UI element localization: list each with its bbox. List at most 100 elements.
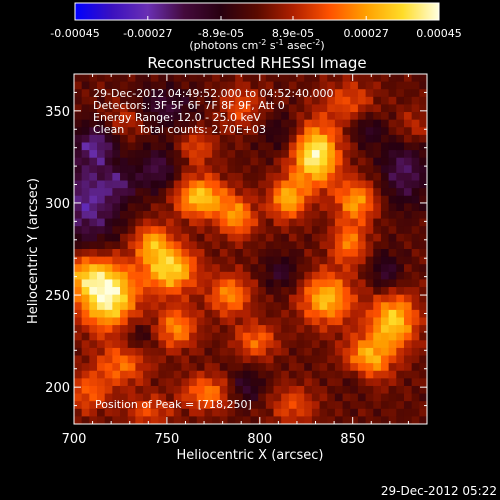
heatmap-cell (365, 279, 374, 288)
heatmap-cell (166, 309, 175, 319)
heatmap-cell (388, 226, 397, 235)
heatmap-cell (396, 363, 405, 372)
heatmap-cell (196, 203, 206, 212)
colorbar-tick-label: 8.9e-05 (272, 27, 314, 40)
heatmap-cell (89, 96, 98, 106)
heatmap-cell (365, 119, 374, 128)
heatmap-cell (74, 81, 83, 90)
heatmap-cell (212, 165, 221, 174)
heatmap-cell (189, 385, 198, 395)
heatmap-cell (265, 142, 275, 151)
heatmap-cell (150, 89, 160, 98)
heatmap-cell (166, 172, 175, 182)
heatmap-cell (327, 279, 336, 288)
heatmap-cell (227, 226, 236, 235)
heatmap-cell (89, 74, 98, 83)
heatmap-cell (143, 370, 152, 379)
heatmap-cell (81, 401, 90, 410)
heatmap-cell (396, 378, 405, 387)
heatmap-cell (419, 218, 427, 227)
heatmap-cell (196, 363, 206, 372)
heatmap-cell (74, 233, 83, 242)
heatmap-cell (288, 401, 298, 410)
heatmap-cell (189, 195, 198, 204)
heatmap-cell (150, 218, 160, 227)
heatmap-cell (219, 165, 229, 174)
heatmap-cell (242, 119, 252, 128)
heatmap-cell (250, 408, 259, 417)
heatmap-cell (173, 218, 183, 227)
heatmap-cell (388, 96, 397, 106)
heatmap-cell (166, 89, 175, 98)
heatmap-cell (196, 119, 206, 128)
heatmap-cell (388, 134, 397, 144)
heatmap-cell (411, 150, 420, 159)
heatmap-cell (189, 393, 198, 402)
heatmap-cell (258, 401, 267, 410)
heatmap-cell (89, 134, 98, 144)
heatmap-cell (388, 363, 397, 372)
heatmap-cell (150, 226, 160, 235)
heatmap-cell (112, 401, 121, 410)
heatmap-cell (166, 134, 175, 144)
heatmap-cell (166, 104, 175, 113)
heatmap-cell (112, 210, 121, 220)
heatmap-cell (112, 378, 121, 387)
heatmap-cell (296, 165, 305, 174)
heatmap-cell (158, 89, 167, 98)
heatmap-cell (166, 294, 175, 303)
heatmap-cell (357, 127, 367, 136)
heatmap-cell (112, 294, 121, 303)
heatmap-cell (166, 408, 175, 417)
heatmap-cell (411, 81, 420, 90)
heatmap-cell (150, 203, 160, 212)
heatmap-cell (74, 294, 83, 303)
heatmap-cell (304, 127, 313, 136)
heatmap-cell (250, 233, 259, 242)
heatmap-cell (334, 142, 344, 151)
heatmap-cell (296, 188, 305, 197)
heatmap-cell (311, 195, 321, 204)
heatmap-cell (258, 264, 267, 273)
heatmap-cell (74, 226, 83, 235)
heatmap-cell (403, 317, 413, 326)
heatmap-cell (235, 370, 244, 379)
heatmap-cell (334, 408, 344, 417)
heatmap-cell (350, 294, 359, 303)
heatmap-cell (380, 180, 390, 189)
heatmap-cell (158, 180, 167, 189)
heatmap-cell (227, 271, 236, 281)
heatmap-cell (419, 195, 427, 204)
heatmap-cell (419, 165, 427, 174)
heatmap-cell (281, 309, 290, 319)
heatmap-cell (273, 119, 282, 128)
heatmap-cell (411, 218, 420, 227)
heatmap-cell (135, 385, 144, 395)
heatmap-cell (189, 134, 198, 144)
heatmap-cell (327, 393, 336, 402)
heatmap-cell (273, 142, 282, 151)
heatmap-cell (334, 271, 344, 281)
heatmap-cell (196, 96, 206, 106)
heatmap-cell (219, 408, 229, 417)
heatmap-cell (388, 188, 397, 197)
heatmap-cell (104, 317, 113, 326)
heatmap-cell (357, 96, 367, 106)
heatmap-cell (89, 81, 98, 90)
heatmap-cell (81, 165, 90, 174)
heatmap-cell (273, 370, 282, 379)
heatmap-cell (311, 203, 321, 212)
heatmap-cell (250, 96, 259, 106)
heatmap-cell (74, 363, 83, 372)
heatmap-cell (219, 302, 229, 311)
heatmap-cell (327, 165, 336, 174)
heatmap-cell (288, 210, 298, 220)
heatmap-cell (258, 96, 267, 106)
heatmap-cell (74, 142, 83, 151)
heatmap-cell (189, 355, 198, 364)
heatmap-cell (396, 294, 405, 303)
heatmap-cell (173, 165, 183, 174)
heatmap-cell (227, 241, 236, 250)
heatmap-cell (258, 385, 267, 395)
heatmap-cell (150, 157, 160, 166)
